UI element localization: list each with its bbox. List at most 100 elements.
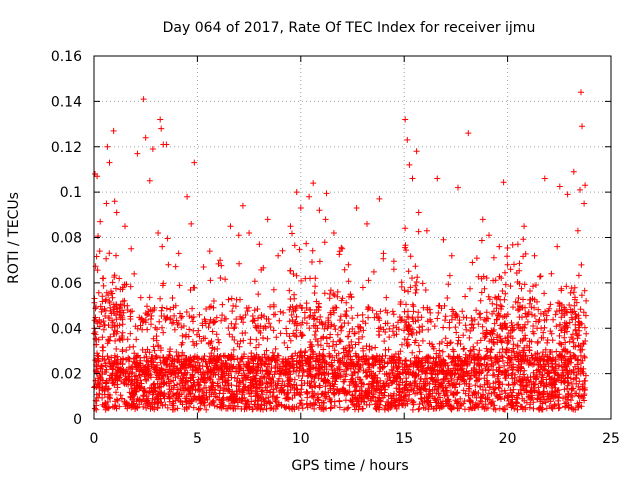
data-point (104, 143, 111, 150)
data-point (544, 339, 551, 346)
data-point (255, 291, 262, 298)
data-point (209, 328, 216, 335)
data-point (320, 346, 327, 353)
data-point (564, 191, 571, 198)
data-point (113, 252, 119, 259)
data-point (179, 332, 186, 339)
data-point (454, 340, 461, 347)
data-point (158, 345, 164, 351)
data-point (348, 304, 355, 311)
data-point (549, 363, 556, 370)
data-point (578, 261, 585, 268)
data-point (144, 303, 150, 310)
data-point (531, 304, 538, 311)
data-point (236, 260, 243, 267)
data-point (434, 175, 441, 182)
data-point (575, 272, 582, 279)
data-point (511, 261, 517, 268)
data-point (323, 366, 330, 373)
data-point (131, 270, 138, 277)
data-point (556, 183, 563, 190)
data-point (172, 263, 179, 270)
data-point (465, 130, 472, 137)
data-point (548, 270, 555, 277)
data-point (425, 326, 432, 333)
data-point (189, 338, 196, 345)
data-point (119, 321, 126, 328)
data-point (409, 349, 416, 356)
data-point (386, 325, 393, 332)
data-point (442, 335, 449, 342)
y-tick-label: 0.14 (51, 94, 82, 110)
data-point (389, 308, 396, 315)
data-point (167, 306, 174, 313)
data-point (434, 315, 441, 322)
data-point (578, 89, 584, 96)
data-point (373, 310, 380, 317)
data-point (254, 306, 261, 312)
data-point (207, 277, 214, 284)
data-point (418, 314, 425, 321)
data-point (372, 344, 379, 351)
data-point (470, 343, 477, 350)
data-point (359, 284, 366, 291)
data-point (270, 301, 277, 308)
data-point (490, 254, 497, 261)
data-point (293, 189, 300, 196)
x-tick-label: 15 (395, 431, 413, 447)
data-point (96, 248, 103, 255)
data-point (521, 281, 528, 288)
data-point (228, 295, 235, 302)
data-point (316, 258, 323, 265)
data-point (337, 324, 344, 331)
data-point (91, 405, 98, 412)
data-point (402, 402, 409, 409)
data-point (473, 307, 480, 314)
data-point (103, 200, 110, 207)
data-point (413, 286, 420, 293)
data-point (531, 252, 538, 259)
data-point (520, 371, 527, 378)
data-point (531, 360, 538, 367)
data-point (286, 318, 293, 325)
data-point (229, 308, 236, 315)
data-point (155, 342, 162, 349)
data-point (515, 295, 522, 301)
data-point (405, 288, 412, 295)
data-point (311, 290, 318, 296)
data-point (246, 370, 252, 377)
data-point (516, 373, 523, 380)
data-point (467, 285, 473, 292)
data-point (119, 348, 126, 355)
data-point (407, 253, 414, 260)
data-point (542, 351, 549, 358)
data-point (502, 281, 509, 288)
data-point (97, 218, 104, 225)
data-point (327, 334, 333, 341)
data-point (504, 261, 511, 268)
data-point (229, 333, 236, 340)
data-point (128, 245, 135, 252)
data-point (226, 331, 233, 338)
data-point (445, 281, 452, 288)
y-axis-label: ROTI / TECUs (6, 192, 22, 284)
data-point (284, 390, 291, 397)
data-point (567, 349, 574, 356)
data-point (100, 282, 107, 289)
data-point (557, 340, 564, 347)
data-point (349, 326, 356, 332)
data-point (419, 323, 426, 330)
data-point (440, 236, 447, 243)
data-point (116, 275, 123, 282)
x-tick-label: 10 (292, 431, 310, 447)
data-point (158, 125, 165, 132)
data-point (460, 346, 467, 353)
data-point (547, 301, 554, 308)
y-tick-label: 0.16 (51, 49, 82, 65)
data-point (419, 337, 426, 344)
data-point (537, 273, 544, 280)
data-point (472, 382, 479, 389)
data-point (95, 233, 101, 240)
data-point (577, 306, 584, 313)
data-point (581, 200, 588, 207)
